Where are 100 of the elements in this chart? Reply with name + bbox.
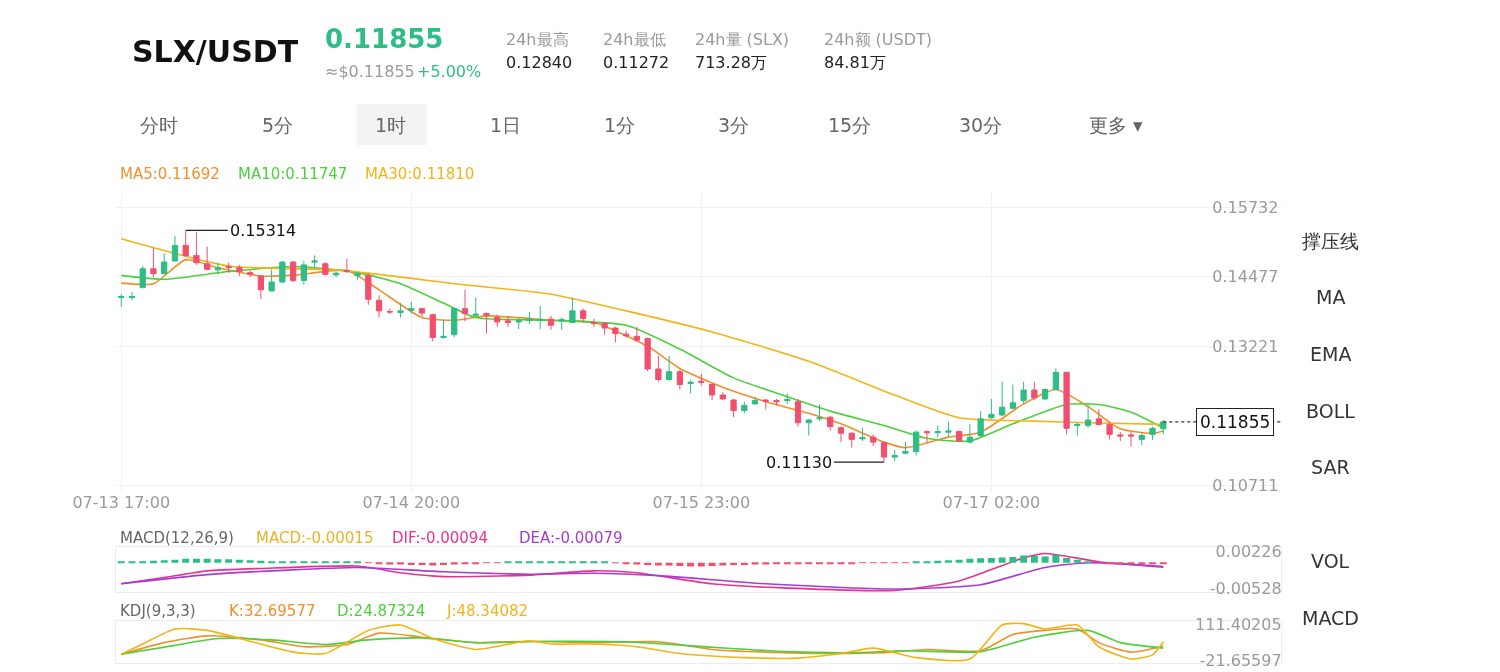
candlestick [193,231,200,266]
bar [171,559,179,563]
candlestick [859,427,866,442]
text: 0.11272 [603,53,670,72]
candlestick [171,235,179,262]
candlestick [483,312,490,335]
text: MA5:0.11692 [120,165,220,183]
bar [622,562,630,565]
bar [719,562,727,566]
bar [751,562,759,565]
candlestick [139,265,146,289]
candlestick [977,410,984,438]
candlestick [741,401,748,414]
bar [1138,562,1146,565]
candlestick [311,254,318,270]
bar [676,562,684,567]
bar [332,561,340,564]
candlestick [429,313,436,342]
y-tick-label: 0.10711 [1212,475,1279,495]
candlestick [1063,371,1070,435]
candlestick [762,398,769,410]
text: 30分 [959,114,1003,136]
candlestick [708,382,716,401]
bar [783,562,791,565]
bar [386,562,394,565]
candlestick [386,308,393,315]
bar [515,561,523,564]
candlestick [558,317,565,331]
candlestick [300,260,307,286]
bar [762,562,770,565]
candlestick [257,274,265,300]
candlestick [182,229,189,258]
candlestick [279,260,286,284]
bar [998,557,1006,563]
candlestick [805,418,812,436]
y-tick-label: -0.00528 [1209,578,1282,598]
text: SLX/USDT [132,34,299,69]
candlestick [1084,403,1092,429]
bar [289,561,297,564]
candlestick [590,318,598,328]
series-label: K:32.69577 [229,602,316,620]
candlestick [332,271,340,278]
candlestick [418,307,426,317]
candlestick [408,301,415,315]
bar [1052,555,1060,563]
bar [321,561,329,564]
bar [375,562,383,565]
candlestick [891,449,898,462]
y-tick-label: 111.40205 [1195,615,1282,635]
bar [568,561,576,564]
x-tick-label: 07-14 20:00 [362,493,461,513]
y-tick-label: 0.14477 [1212,267,1279,287]
bar [300,561,308,564]
candlestick [644,336,651,372]
candlestick [494,314,501,328]
candlestick [1149,426,1156,441]
candlestick [1160,419,1167,435]
candlestick [1009,384,1017,410]
bar [708,562,716,567]
candlestick [397,302,404,318]
candlestick [816,403,823,422]
candlestick [827,415,834,431]
candlestick [365,272,372,306]
bar [977,558,985,563]
annotation: 0.15314 [230,221,297,240]
text: BOLL [1306,400,1356,422]
candlestick [1052,367,1059,391]
candlestick [612,326,619,343]
bar [633,562,641,565]
candlestick [128,291,136,301]
candlestick [515,317,522,330]
y-tick-label: 0.13221 [1212,336,1279,356]
bar [1159,562,1167,565]
bar [128,561,136,564]
text: MA [1316,286,1346,308]
bar [794,562,802,565]
text: 1日 [490,114,522,136]
candlestick [580,308,587,323]
candlestick [1074,422,1081,436]
series-label: DIF:-0.00094 [392,529,488,547]
text: 24h最高 [506,30,569,49]
candlestick [913,429,920,456]
candlestick [1041,387,1049,401]
candlestick [322,261,329,276]
candlestick [902,441,909,455]
candlestick [1106,421,1113,440]
candlestick [730,398,737,418]
bar [343,561,351,564]
bar [525,561,533,564]
candlestick [601,321,608,336]
bar [203,558,211,563]
bar [268,561,276,564]
candlestick [504,315,512,328]
candlestick [999,381,1006,417]
bar [182,558,190,563]
candlestick [343,258,350,274]
candlestick [526,311,533,325]
bar [697,562,705,567]
candlestick [440,319,447,340]
candlestick [698,373,705,387]
